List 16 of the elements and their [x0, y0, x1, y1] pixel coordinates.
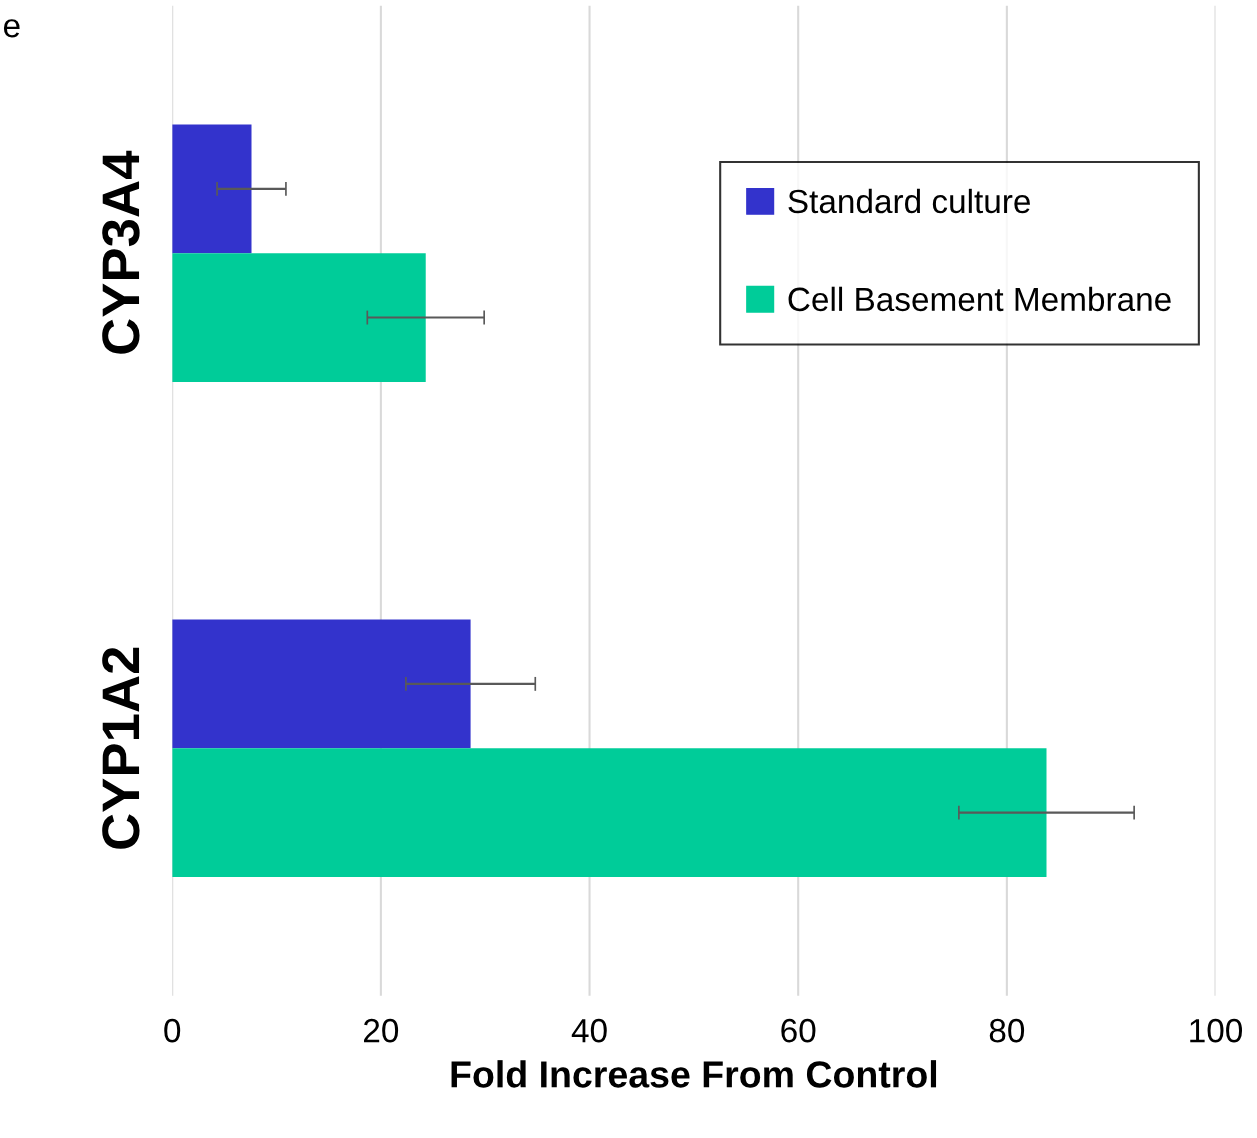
- y-tick-label: CYP3A4: [102, 150, 140, 354]
- x-tick-label: 80: [989, 1018, 1025, 1043]
- bar: [172, 124, 252, 254]
- text: e: [3, 19, 20, 38]
- bar: [172, 748, 1047, 877]
- bar: [172, 619, 471, 749]
- bar: [172, 253, 426, 382]
- y-tick-label: CYP1A2: [102, 647, 140, 849]
- legend-label: Standard culture: [788, 188, 1030, 214]
- x-tick-label: 40: [571, 1018, 607, 1043]
- legend-label: Cell Basement Membrane: [788, 286, 1171, 312]
- x-tick-label: 100: [1190, 1018, 1243, 1043]
- x-tick-label: 20: [364, 1018, 399, 1043]
- x-axis-title: Fold Increase From Control: [451, 1060, 937, 1088]
- x-tick-label: 0: [164, 1018, 181, 1043]
- x-tick-label: 60: [781, 1018, 816, 1043]
